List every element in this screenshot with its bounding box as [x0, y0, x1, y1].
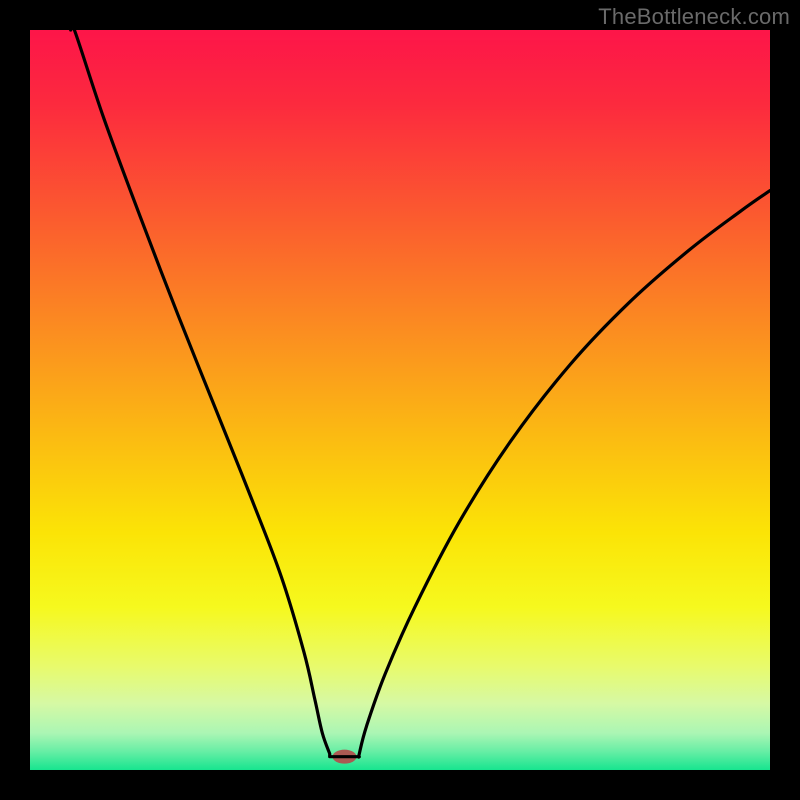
plot-background-gradient — [30, 30, 770, 770]
watermark-text: TheBottleneck.com — [598, 4, 790, 30]
bottleneck-chart — [0, 0, 800, 800]
